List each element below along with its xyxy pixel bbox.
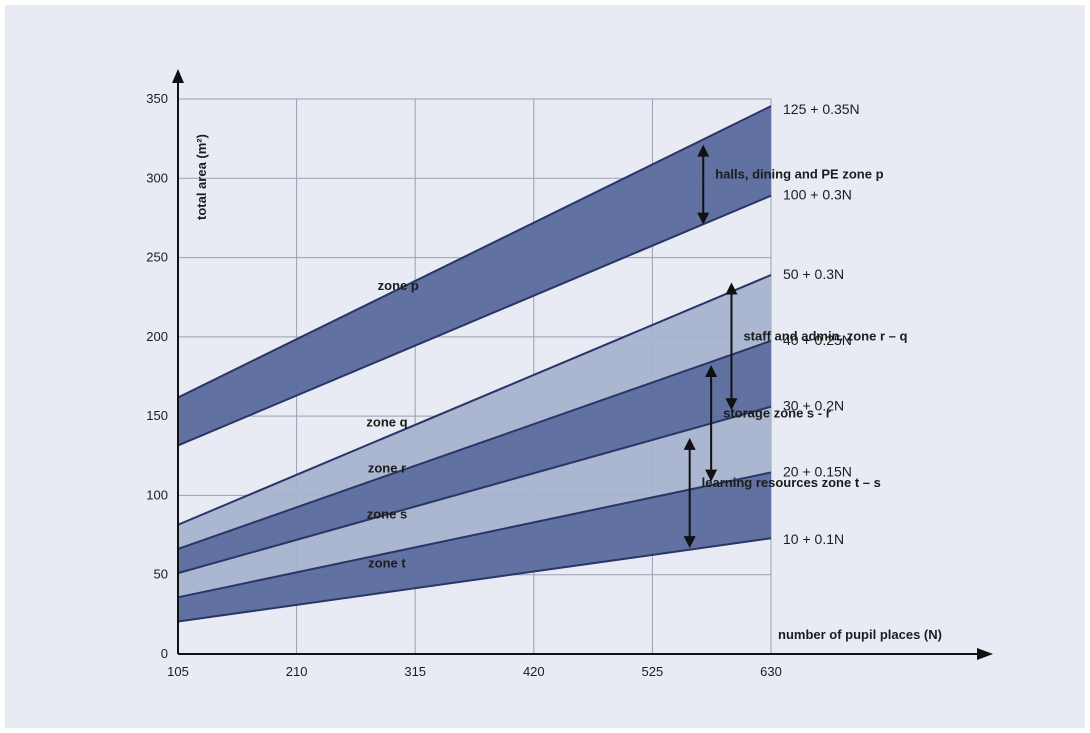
- formula-line: [177, 471, 772, 599]
- formula-label: 50 + 0.3N: [783, 266, 844, 282]
- band-4: [178, 472, 771, 622]
- zone-labels: zone p zone q zone r zone s zone t: [366, 278, 419, 570]
- formula-label: 125 + 0.35N: [783, 101, 860, 117]
- band-0: [178, 106, 771, 446]
- y-tick-label: 200: [146, 329, 168, 344]
- formula-line: [177, 194, 772, 447]
- y-tick-label: 0: [161, 646, 168, 661]
- zone-label: zone r: [368, 460, 406, 475]
- formula-line: [177, 274, 772, 526]
- y-tick-label: 150: [146, 408, 168, 423]
- axes: [172, 69, 993, 660]
- y-tick-label: 100: [146, 487, 168, 502]
- zone-label: zone s: [367, 506, 407, 521]
- arrowhead-down: [705, 469, 718, 482]
- formula-line: [177, 105, 772, 399]
- formula-label: 40 + 0.25N: [783, 332, 852, 348]
- y-tick-label: 300: [146, 170, 168, 185]
- arrowhead-up: [705, 364, 718, 377]
- y-tick-labels: 0 50 100 150 200 250 300 350: [146, 91, 168, 661]
- zone-label: zone t: [368, 556, 406, 571]
- y-tick-label: 250: [146, 250, 168, 265]
- formula-line: [177, 405, 772, 575]
- band-3: [178, 406, 771, 598]
- formula-label: 100 + 0.3N: [783, 187, 852, 203]
- arrowhead-up: [697, 144, 710, 157]
- chart-svg: 105 210 315 420 525 630 0 50 100 150 200 250 300 350…: [146, 69, 993, 679]
- x-tick-labels: 105 210 315 420 525 630: [167, 664, 782, 679]
- formula-line: [177, 537, 772, 623]
- formula-labels: 125 + 0.35N 100 + 0.3N 50 + 0.3N 40 + 0.25N…: [783, 101, 860, 547]
- x-axis-arrowhead: [977, 648, 993, 660]
- annotation-label: storage zone s - r: [723, 405, 831, 420]
- band-2: [178, 340, 771, 574]
- annotation-label: halls, dining and PE zone p: [715, 167, 883, 182]
- arrowhead-down: [683, 536, 696, 549]
- arrowhead-down: [725, 398, 738, 411]
- annotation-label: staff and admin. zone r – q: [743, 328, 907, 343]
- formula-lines: [177, 105, 772, 623]
- y-tick-label: 50: [154, 567, 168, 582]
- arrowhead-down: [697, 212, 710, 225]
- arrowhead-up: [725, 282, 738, 295]
- x-axis-label: number of pupil places (N): [778, 627, 942, 642]
- zone-label: zone p: [378, 278, 419, 293]
- y-tick-label: 350: [146, 91, 168, 106]
- formula-line: [177, 339, 772, 550]
- x-tick-label: 630: [760, 664, 782, 679]
- chart-frame: 105 210 315 420 525 630 0 50 100 150 200 250 300 350…: [5, 5, 1085, 728]
- annotation-label: learning resources zone t – s: [702, 475, 881, 490]
- x-tick-label: 525: [642, 664, 664, 679]
- arrowhead-up: [683, 437, 696, 450]
- zone-label: zone q: [366, 414, 407, 429]
- y-axis-arrowhead: [172, 69, 184, 83]
- x-tick-label: 105: [167, 664, 189, 679]
- x-tick-label: 315: [404, 664, 426, 679]
- formula-label: 20 + 0.15N: [783, 463, 852, 479]
- x-tick-label: 420: [523, 664, 545, 679]
- formula-label: 30 + 0.2N: [783, 398, 844, 414]
- band-1: [178, 275, 771, 549]
- zone-bands: [178, 106, 771, 622]
- x-tick-label: 210: [286, 664, 308, 679]
- formula-label: 10 + 0.1N: [783, 531, 844, 547]
- y-axis-label: total area (m²): [194, 134, 209, 220]
- annotation-arrows: halls, dining and PE zone p staff and adm…: [683, 144, 907, 549]
